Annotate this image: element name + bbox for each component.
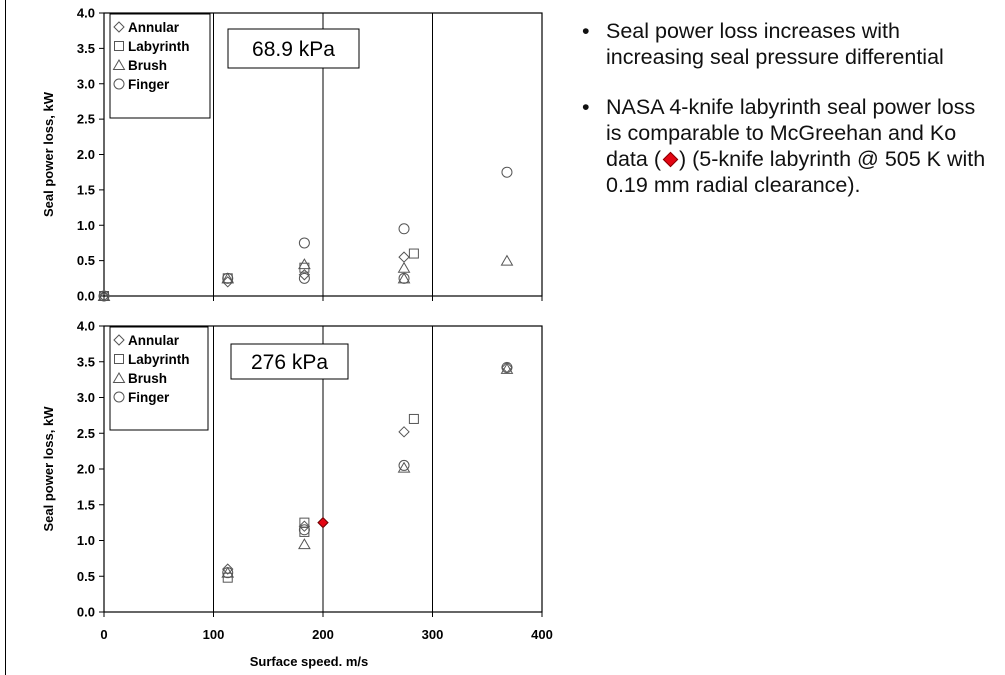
data-point-brush <box>298 258 311 270</box>
data-point-finger <box>398 459 410 471</box>
y-tick-label: 1.0 <box>77 533 95 548</box>
highlight-point <box>317 516 329 529</box>
red-diamond-icon <box>662 151 679 168</box>
bullet-item-1: • Seal power loss increases with increas… <box>582 18 992 70</box>
legend-label: Annular <box>128 20 180 35</box>
title-box <box>227 28 360 69</box>
legend-label: Finger <box>128 390 170 405</box>
legend-box <box>109 326 209 431</box>
bullet-text-part-1: NASA 4-knife labyrinth seal power loss i… <box>606 95 976 171</box>
y-tick-label: 2.5 <box>77 112 95 127</box>
x-tick-label: 300 <box>422 627 444 642</box>
legend-marker-brush <box>112 59 126 70</box>
legend-marker-annular <box>113 334 125 346</box>
y-axis-label: Seal power loss, kW <box>41 406 56 532</box>
legend-label: Brush <box>128 58 167 73</box>
y-tick-label: 2.5 <box>77 426 95 441</box>
legend-marker-brush <box>112 372 126 383</box>
data-point-finger <box>98 290 110 302</box>
data-point-finger <box>501 166 513 178</box>
legend-label: Annular <box>128 333 180 348</box>
y-tick-label: 3.5 <box>77 41 95 56</box>
title-box <box>230 343 349 380</box>
data-point-brush <box>500 254 514 266</box>
bullet-dot: • <box>582 19 590 43</box>
chart-title: 68.9 kPa <box>252 38 335 61</box>
x-tick-label: 0 <box>100 627 107 642</box>
legend-marker-finger <box>113 78 125 90</box>
chart-panel-2: 0.0 0.5 1.0 1.5 2.0 2.5 3.0 3.5 4.0 0 100 200 300 400… <box>41 319 553 670</box>
y-tick-label: 3.5 <box>77 354 95 369</box>
y-tick-label: 2.0 <box>77 147 95 162</box>
legend-marker-annular <box>113 21 125 33</box>
data-point-annular <box>398 426 410 438</box>
y-tick-label: 3.0 <box>77 76 95 91</box>
chart-title: 276 kPa <box>251 351 328 374</box>
data-point-finger <box>298 237 310 249</box>
bullet-dot: • <box>582 95 590 119</box>
legend-label: Brush <box>128 371 167 386</box>
data-point-finger <box>298 524 310 536</box>
data-point-finger <box>398 223 410 235</box>
data-point-annular <box>222 563 234 575</box>
data-point-finger <box>398 272 410 284</box>
legend-label: Labyrinth <box>128 352 190 367</box>
data-point-brush <box>298 538 311 550</box>
bullet-item-2: • NASA 4-knife labyrinth seal power loss… <box>582 94 992 198</box>
x-tick-label: 100 <box>203 627 225 642</box>
bullet-list: • Seal power loss increases with increas… <box>582 18 992 222</box>
y-tick-label: 0.0 <box>77 289 95 304</box>
data-point-labyrinth <box>408 413 419 424</box>
bullet-text-part-2: ) (5-knife labyrinth @ 505 K with 0.19 m… <box>606 147 986 197</box>
data-point-brush <box>500 362 514 374</box>
y-axis-label: Seal power loss, kW <box>41 91 56 217</box>
x-tick-label: 400 <box>531 627 553 642</box>
data-point-brush <box>397 261 411 273</box>
legend-box <box>109 13 211 119</box>
y-tick-label: 1.5 <box>77 497 95 512</box>
data-point-annular <box>398 251 410 263</box>
data-point-labyrinth <box>408 248 419 259</box>
x-axis-label: Surface speed. m/s <box>250 654 369 669</box>
x-tick-label: 200 <box>312 627 334 642</box>
bullet-text: Seal power loss increases with increasin… <box>606 19 944 69</box>
data-point-finger <box>298 272 310 284</box>
y-tick-label: 0.5 <box>77 569 95 584</box>
y-tick-label: 4.0 <box>77 6 95 21</box>
data-point-finger <box>222 567 234 579</box>
y-tick-label: 0.5 <box>77 253 95 268</box>
y-tick-label: 1.5 <box>77 182 95 197</box>
y-tick-label: 3.0 <box>77 390 95 405</box>
y-tick-label: 2.0 <box>77 462 95 477</box>
seal-power-loss-figure: 0.0 0.5 1.0 1.5 2.0 2.5 3.0 3.5 4.0 Seal power lo… <box>41 6 553 670</box>
data-point-labyrinth <box>222 572 233 583</box>
y-tick-label: 4.0 <box>77 319 95 334</box>
data-point-annular <box>298 269 311 281</box>
legend-marker-labyrinth <box>114 354 124 364</box>
legend-label: Labyrinth <box>128 39 190 54</box>
data-point-annular <box>222 276 234 288</box>
data-point-annular <box>298 520 311 532</box>
data-point-finger <box>222 272 234 284</box>
legend-marker-finger <box>113 391 125 403</box>
data-point-finger <box>501 361 513 373</box>
legend-marker-labyrinth <box>114 41 124 51</box>
left-border-line <box>5 0 6 675</box>
y-tick-label: 0.0 <box>77 605 95 620</box>
y-tick-label: 1.0 <box>77 218 95 233</box>
chart-panel-1: 0.0 0.5 1.0 1.5 2.0 2.5 3.0 3.5 4.0 Seal power lo… <box>41 6 543 304</box>
data-point-brush <box>397 461 411 473</box>
legend-label: Finger <box>128 77 170 92</box>
